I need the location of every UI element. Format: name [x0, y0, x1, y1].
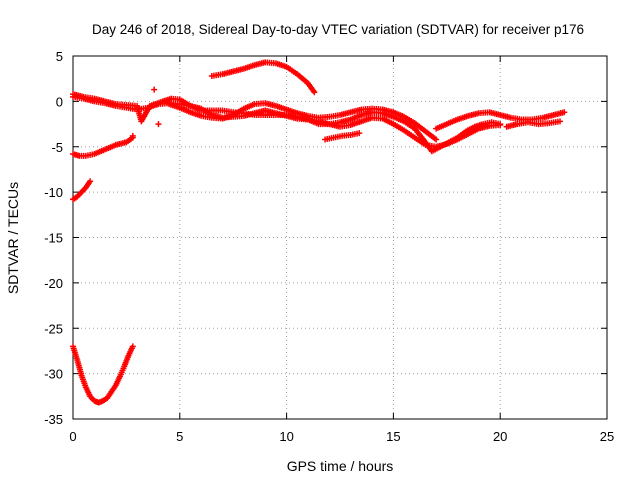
data-point-track-j [129, 343, 136, 350]
y-axis-title: SDTVAR / TECUs [5, 182, 21, 294]
data-points [70, 59, 568, 406]
axis-ticks [72, 55, 608, 420]
x-tick-label: 5 [176, 429, 183, 444]
data-point-isolated [129, 132, 136, 139]
data-point-track-i [87, 178, 94, 185]
x-tick-label: 10 [279, 429, 293, 444]
y-tick-label: -20 [44, 276, 63, 291]
y-tick-label: -10 [44, 185, 63, 200]
y-tick-label: -30 [44, 367, 63, 382]
grid-lines [73, 56, 607, 419]
x-tick-label: 20 [493, 429, 507, 444]
y-tick-label: 0 [56, 94, 63, 109]
data-point-track-f [356, 130, 363, 137]
y-tick-label: -5 [51, 140, 63, 155]
y-tick-label: -15 [44, 231, 63, 246]
data-point-track-c [433, 136, 440, 143]
y-tick-label: -25 [44, 321, 63, 336]
chart-title: Day 246 of 2018, Sidereal Day-to-day VTE… [92, 22, 584, 37]
x-axis-title: GPS time / hours [287, 458, 394, 474]
data-point-track-d [561, 109, 568, 116]
y-tick-label: 5 [56, 49, 63, 64]
x-tick-label: 15 [386, 429, 400, 444]
y-tick-labels: 5 0 -5 -10 -15 -20 -25 -30 -35 [44, 49, 63, 427]
data-point-track-g [311, 89, 318, 96]
data-point-isolated [155, 121, 162, 128]
data-point-track-b [497, 121, 504, 128]
x-tick-labels: 0 5 10 15 20 25 [69, 429, 614, 444]
y-tick-label: -35 [44, 412, 63, 427]
x-tick-label: 0 [69, 429, 76, 444]
data-point-isolated [151, 86, 158, 93]
data-point-track-e [557, 118, 564, 125]
x-tick-label: 25 [600, 429, 614, 444]
